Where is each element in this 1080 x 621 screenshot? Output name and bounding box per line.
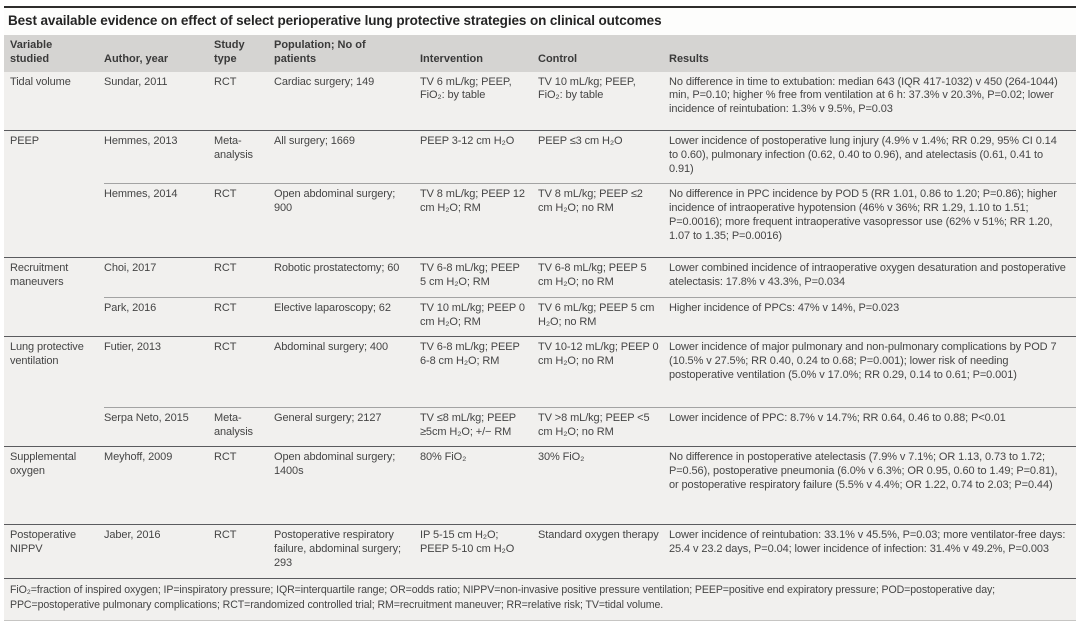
table-row-meyhoff-2009: Supplemental oxygen Meyhoff, 2009 RCT Op… [4, 445, 1076, 525]
cell-study-type: Meta-analysis [214, 406, 274, 447]
cell-results: Lower incidence of major pulmonary and n… [669, 335, 1076, 408]
cell-control: TV 6-8 mL/kg; PEEP 5 cm H₂O; no RM [538, 256, 669, 298]
table-row-serpa-neto-2015: Serpa Neto, 2015 Meta-analysis General s… [4, 406, 1076, 447]
column-header-intervention: Intervention [420, 35, 538, 72]
cell-author: Park, 2016 [104, 296, 214, 337]
table-body: Tidal volume Sundar, 2011 RCT Cardiac su… [4, 71, 1076, 579]
column-header-control: Control [538, 35, 669, 72]
cell-intervention: TV 6-8 mL/kg; PEEP 5 cm H₂O; RM [420, 256, 538, 298]
cell-study-type: RCT [214, 182, 274, 258]
table-row-sundar-2011: Tidal volume Sundar, 2011 RCT Cardiac su… [4, 72, 1076, 131]
cell-author: Jaber, 2016 [104, 523, 214, 579]
cell-study-type: RCT [214, 75, 237, 88]
cell-population: Open abdominal surgery; 900 [274, 182, 420, 258]
column-header-population: Population; No of patients [274, 35, 420, 72]
cell-variable: Supplemental oxygen [4, 445, 104, 525]
cell-intervention: TV 10 mL/kg; PEEP 0 cm H₂O; RM [420, 296, 538, 337]
table-row-hemmes-2013: PEEP Hemmes, 2013 Meta-analysis All surg… [4, 130, 1076, 184]
cell-intervention: TV 6-8 mL/kg; PEEP 6-8 cm H₂O; RM [420, 335, 538, 408]
cell-results: Lower incidence of postoperative lung in… [669, 130, 1076, 184]
column-header-variable-studied: Variable studied [4, 35, 104, 72]
cell-control: PEEP ≤3 cm H₂O [538, 130, 669, 184]
cell-author: Sundar, 2011 [104, 75, 168, 88]
cell-intervention: TV 8 mL/kg; PEEP 12 cm H₂O; RM [420, 182, 538, 258]
cell-study-type: RCT [214, 335, 274, 408]
cell-study-type: RCT [214, 296, 274, 337]
cell-intervention: TV 6 mL/kg; PEEP, FiO₂: by table [420, 75, 512, 102]
cell-intervention: IP 5-15 cm H₂O; PEEP 5-10 cm H₂O [420, 523, 538, 579]
cell-control: TV 6 mL/kg; PEEP 5 cm H₂O; no RM [538, 296, 669, 337]
cell-results: Lower incidence of PPC: 8.7% v 14.7%; RR… [669, 406, 1076, 447]
cell-variable: Postoperative NIPPV [4, 523, 104, 579]
cell-control: TV 10 mL/kg; PEEP, FiO₂: by table [538, 75, 636, 102]
cell-author: Hemmes, 2013 [104, 130, 214, 184]
cell-results: Lower combined incidence of intraoperati… [669, 256, 1076, 298]
cell-population: All surgery; 1669 [274, 130, 420, 184]
table-row-choi-2017: Recruitment maneuvers Choi, 2017 RCT Rob… [4, 256, 1076, 298]
cell-population: Abdominal surgery; 400 [274, 335, 420, 408]
cell-variable [4, 183, 104, 257]
cell-intervention: TV ≤8 mL/kg; PEEP ≥5cm H₂O; +/− RM [420, 406, 538, 447]
cell-variable [4, 407, 104, 446]
table-title: Best available evidence on effect of sel… [4, 8, 1076, 35]
table-footnote: FiO₂=fraction of inspired oxygen; IP=ins… [4, 578, 1076, 621]
cell-population: Postoperative respiratory failure, abdom… [274, 523, 420, 579]
column-header-results: Results [669, 35, 1076, 72]
table-row-futier-2013: Lung protective ventilation Futier, 2013… [4, 335, 1076, 408]
cell-variable: Recruitment maneuvers [4, 256, 104, 298]
header-row: Variable studied Author, year Study type… [4, 35, 1076, 72]
cell-results: Higher incidence of PPCs: 47% v 14%, P=0… [669, 296, 1076, 337]
cell-author: Meyhoff, 2009 [104, 445, 214, 525]
cell-control: TV >8 mL/kg; PEEP <5 cm H₂O; no RM [538, 406, 669, 447]
cell-population: Elective laparoscopy; 62 [274, 296, 420, 337]
table-row-hemmes-2014: Hemmes, 2014 RCT Open abdominal surgery;… [4, 182, 1076, 258]
cell-intervention: PEEP 3-12 cm H₂O [420, 130, 538, 184]
cell-study-type: RCT [214, 523, 274, 579]
cell-control: Standard oxygen therapy [538, 523, 669, 579]
cell-population: Robotic prostatectomy; 60 [274, 256, 420, 298]
evidence-table: Best available evidence on effect of sel… [4, 6, 1076, 621]
evidence-data-table: Variable studied Author, year Study type… [4, 35, 1076, 579]
cell-variable [4, 297, 104, 336]
cell-author: Choi, 2017 [104, 256, 214, 298]
column-header-author-year: Author, year [104, 35, 214, 72]
cell-study-type: RCT [214, 445, 274, 525]
cell-author: Hemmes, 2014 [104, 182, 214, 258]
cell-author: Futier, 2013 [104, 335, 214, 408]
cell-population: Open abdominal surgery; 1400s [274, 445, 420, 525]
cell-study-type: Meta-analysis [214, 130, 274, 184]
table-header: Variable studied Author, year Study type… [4, 35, 1076, 72]
cell-study-type: RCT [214, 256, 274, 298]
table-row-jaber-2016: Postoperative NIPPV Jaber, 2016 RCT Post… [4, 523, 1076, 579]
cell-author: Serpa Neto, 2015 [104, 406, 214, 447]
cell-results: No difference in PPC incidence by POD 5 … [669, 182, 1076, 258]
column-header-study-type: Study type [214, 35, 274, 72]
cell-results: No difference in postoperative atelectas… [669, 445, 1076, 525]
cell-results: No difference in time to extubation: med… [669, 75, 1058, 116]
cell-control: TV 10-12 mL/kg; PEEP 0 cm H₂O; no RM [538, 335, 669, 408]
cell-population: Cardiac surgery; 149 [274, 75, 375, 88]
cell-control: TV 8 mL/kg; PEEP ≤2 cm H₂O; no RM [538, 182, 669, 258]
cell-results: Lower incidence of reintubation: 33.1% v… [669, 523, 1076, 579]
cell-intervention: 80% FiO₂ [420, 445, 538, 525]
table-top-rule [4, 6, 1076, 8]
cell-population: General surgery; 2127 [274, 406, 420, 447]
cell-control: 30% FiO₂ [538, 445, 669, 525]
table-row-park-2016: Park, 2016 RCT Elective laparoscopy; 62 … [4, 296, 1076, 337]
cell-variable: Lung protective ventilation [4, 335, 104, 408]
cell-variable: Tidal volume [10, 75, 71, 88]
cell-variable: PEEP [4, 130, 104, 184]
